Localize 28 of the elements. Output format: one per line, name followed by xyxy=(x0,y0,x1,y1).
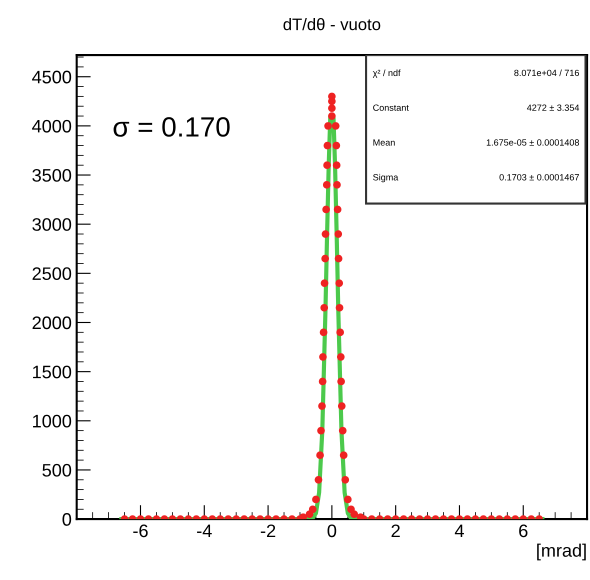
x-axis-title: [mrad] xyxy=(537,544,586,560)
annotation: 0.1703 ± 0.0001467 xyxy=(499,174,579,180)
annotation: 8.071e+04 / 716 xyxy=(514,69,580,76)
annotation: σ = 0.170 xyxy=(114,117,230,137)
annotation: Sigma xyxy=(373,174,398,182)
annotation: Mean xyxy=(373,139,395,146)
y-tick-label: 1000 xyxy=(33,414,72,428)
y-tick-label: 3500 xyxy=(32,168,72,182)
y-tick-label: 0 xyxy=(62,513,72,526)
annotation: Constant xyxy=(373,104,409,111)
annotation: 1.675e-05 ± 0.0001408 xyxy=(486,139,580,146)
y-tick-label: 4500 xyxy=(32,70,72,84)
x-tick-label: -4 xyxy=(197,524,212,538)
x-tick-label: -2 xyxy=(260,524,276,538)
y-tick-label: 3000 xyxy=(32,218,72,231)
y-tick-label: 1500 xyxy=(33,366,72,378)
annotation: 4272 ± 3.354 xyxy=(526,104,580,111)
y-tick-label: 2000 xyxy=(32,316,72,330)
y-tick-label: 500 xyxy=(42,464,72,477)
annotation: χ² / ndf xyxy=(372,69,401,78)
y-tick-label: 2500 xyxy=(32,267,72,280)
x-tick-label: 4 xyxy=(454,524,464,538)
x-tick-label: 2 xyxy=(392,524,400,538)
y-tick-label: 4000 xyxy=(32,120,72,133)
x-tick-label: 0 xyxy=(328,524,336,538)
x-tick-label: 6 xyxy=(519,524,528,538)
x-tick-label: -6 xyxy=(133,524,148,538)
chart-title: dT/dθ - vuoto xyxy=(283,18,380,30)
